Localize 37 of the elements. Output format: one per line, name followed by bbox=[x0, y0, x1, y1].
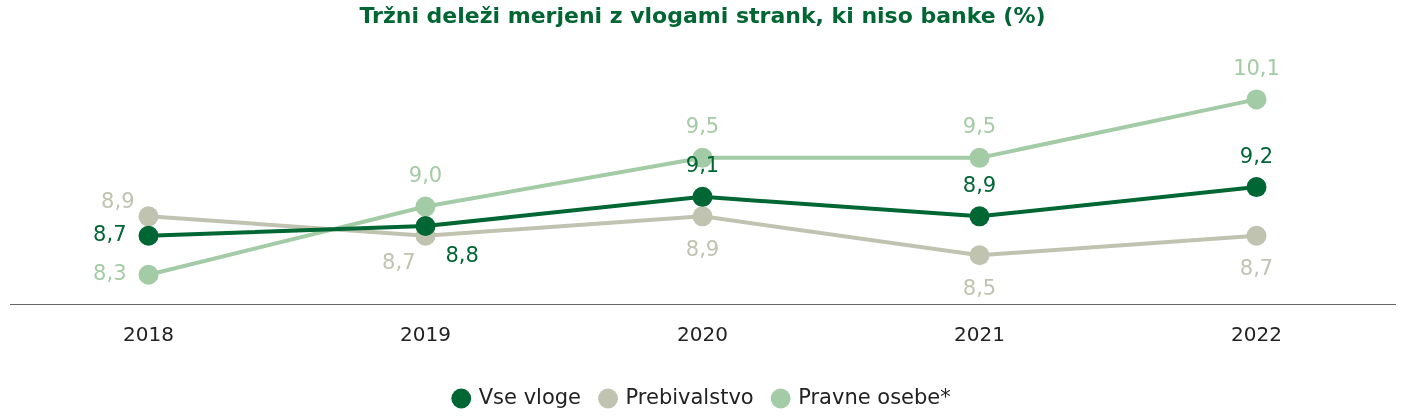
data-label: 8,3 bbox=[93, 261, 127, 286]
data-label: 8,7 bbox=[93, 222, 127, 247]
point bbox=[415, 196, 436, 217]
chart-title: Tržni deleži merjeni z vlogami strank, ki niso banke (%) bbox=[359, 2, 1046, 28]
legend-label: Pravne osebe* bbox=[798, 384, 951, 409]
point bbox=[1246, 177, 1267, 198]
data-label: 8,7 bbox=[382, 250, 416, 275]
data-label: 9,1 bbox=[685, 153, 720, 178]
x-tick-label: 2019 bbox=[400, 322, 451, 347]
point bbox=[415, 216, 436, 237]
point bbox=[969, 147, 990, 168]
point bbox=[138, 206, 159, 227]
point bbox=[969, 206, 990, 227]
x-tick-label: 2018 bbox=[123, 322, 174, 347]
x-tick-label: 2021 bbox=[954, 322, 1005, 347]
data-label: 8,9 bbox=[685, 236, 720, 261]
point bbox=[1246, 225, 1267, 246]
point bbox=[138, 225, 159, 246]
legend-label: Prebivalstvo bbox=[625, 384, 754, 409]
data-label: 8,9 bbox=[962, 172, 997, 197]
point bbox=[692, 206, 713, 227]
data-label: 8,7 bbox=[1239, 256, 1274, 281]
data-label: 9,0 bbox=[408, 163, 443, 188]
data-label: 10,1 bbox=[1233, 55, 1280, 80]
legend-label: Vse vloge bbox=[478, 384, 582, 409]
data-label: 9,5 bbox=[685, 114, 720, 139]
x-tick-label: 2020 bbox=[677, 322, 728, 347]
data-label: 8,8 bbox=[445, 242, 479, 267]
point bbox=[692, 186, 713, 207]
point bbox=[138, 264, 159, 285]
data-label: 8,9 bbox=[101, 188, 135, 213]
point bbox=[1246, 89, 1267, 110]
data-label: 9,2 bbox=[1239, 143, 1274, 168]
data-label: 8,5 bbox=[962, 275, 997, 300]
x-tick-label: 2022 bbox=[1231, 322, 1282, 347]
data-label: 9,5 bbox=[962, 114, 997, 139]
point bbox=[969, 245, 990, 266]
